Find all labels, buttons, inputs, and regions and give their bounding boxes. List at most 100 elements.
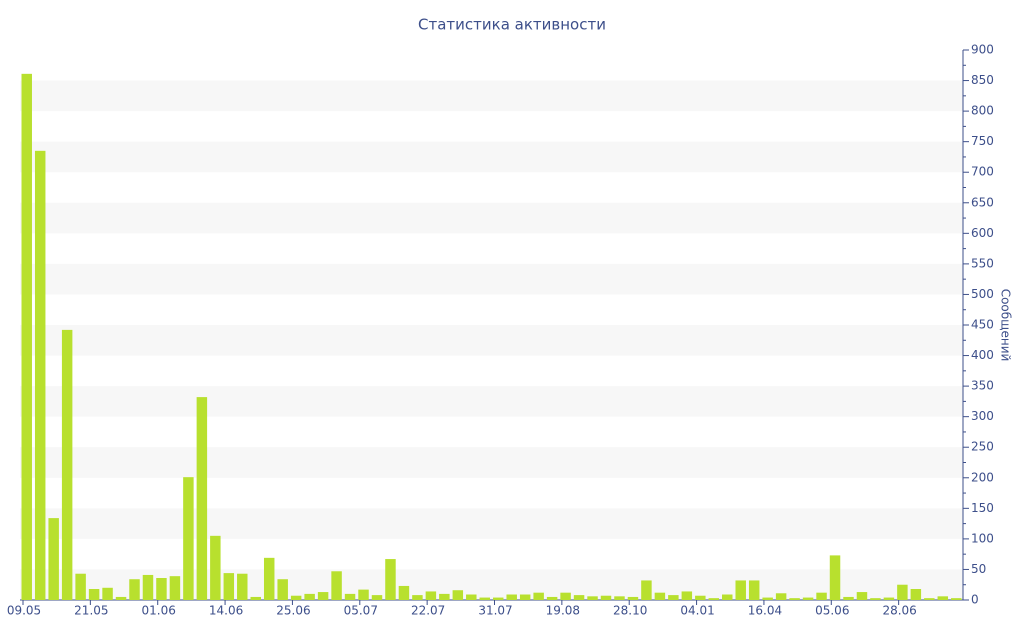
- x-tick-label: 14.06: [209, 604, 243, 618]
- y-tick-label: 600: [971, 226, 994, 240]
- bar: [600, 595, 612, 600]
- y-tick-label: 850: [971, 73, 994, 87]
- bar: [775, 593, 787, 600]
- grid-band: [20, 202, 963, 234]
- bar: [843, 596, 854, 600]
- bar: [61, 329, 73, 600]
- grid-band: [20, 508, 963, 539]
- bar: [48, 518, 59, 600]
- bar: [75, 573, 86, 600]
- bar: [129, 579, 140, 600]
- bar: [142, 574, 154, 600]
- bar: [331, 571, 342, 600]
- y-tick-label: 0: [971, 593, 979, 607]
- bar: [466, 594, 477, 600]
- y-tick-label: 700: [971, 165, 994, 179]
- x-tick-label: 21.05: [74, 604, 108, 618]
- x-tick-label: 28.10: [613, 604, 647, 618]
- bar: [344, 593, 356, 600]
- bar: [196, 397, 208, 600]
- bar: [102, 587, 113, 600]
- bar: [668, 595, 679, 600]
- bar: [722, 594, 733, 600]
- y-tick-label: 150: [971, 501, 994, 515]
- x-tick-label: 16.04: [748, 604, 782, 618]
- bar: [762, 597, 773, 600]
- bar: [371, 595, 383, 600]
- bar: [910, 589, 922, 600]
- chart-title: Статистика активности: [418, 16, 606, 34]
- bar: [735, 580, 746, 600]
- bar: [452, 590, 464, 600]
- bar: [88, 589, 100, 600]
- bar: [897, 584, 908, 600]
- grid-band: [20, 386, 963, 417]
- bar: [506, 594, 517, 600]
- grid-band: [20, 325, 963, 356]
- x-tick-label: 05.07: [344, 604, 378, 618]
- y-tick-label: 200: [971, 470, 994, 484]
- y-tick-label: 900: [971, 43, 994, 57]
- y-tick-label: 450: [971, 318, 994, 332]
- bar: [479, 597, 490, 600]
- y-tick-label: 750: [971, 134, 994, 148]
- bar: [358, 589, 369, 600]
- bar: [560, 592, 571, 600]
- bar: [183, 477, 194, 600]
- bar: [210, 535, 221, 600]
- bar: [708, 598, 720, 600]
- y-tick-label: 100: [971, 531, 994, 545]
- bar: [816, 592, 827, 600]
- grid-band: [20, 141, 963, 173]
- bar: [169, 576, 181, 600]
- bar: [263, 557, 275, 600]
- bar: [385, 559, 396, 600]
- bar: [412, 595, 423, 600]
- y-tick-label: 50: [971, 562, 986, 576]
- y-tick-label: 500: [971, 287, 994, 301]
- bar: [317, 592, 329, 600]
- y-tick-label: 300: [971, 409, 994, 423]
- bar: [533, 592, 544, 600]
- y-axis-label: Сообщений: [999, 289, 1013, 362]
- bar: [870, 598, 881, 600]
- bar: [425, 591, 437, 600]
- bar: [883, 597, 895, 600]
- x-tick-label: 25.06: [276, 604, 310, 618]
- bar: [493, 597, 504, 600]
- x-tick-label: 22.07: [411, 604, 445, 618]
- bar: [277, 579, 288, 600]
- x-tick-label: 19.08: [546, 604, 580, 618]
- bar: [641, 580, 652, 600]
- x-tick-label: 28.06: [882, 604, 916, 618]
- bar: [439, 593, 450, 600]
- bar: [924, 598, 935, 600]
- bar: [223, 573, 235, 600]
- bar: [627, 596, 639, 600]
- bar: [829, 555, 841, 600]
- bar: [937, 596, 949, 600]
- bar: [237, 573, 248, 600]
- bar: [748, 580, 760, 600]
- bar: [546, 596, 558, 600]
- x-tick-label: 01.06: [142, 604, 176, 618]
- bar: [951, 598, 962, 600]
- bar: [695, 595, 706, 600]
- x-tick-label: 09.05: [7, 604, 41, 618]
- grid-band: [20, 80, 963, 112]
- bar: [789, 598, 800, 600]
- y-tick-label: 250: [971, 440, 994, 454]
- grid-band: [20, 447, 963, 478]
- y-tick-label: 350: [971, 379, 994, 393]
- bar: [304, 593, 315, 600]
- bar: [614, 596, 625, 600]
- x-tick-label: 31.07: [478, 604, 512, 618]
- bar: [21, 73, 32, 601]
- bar: [115, 596, 127, 600]
- bar: [681, 591, 693, 600]
- x-tick-label: 05.06: [815, 604, 849, 618]
- bar: [856, 592, 868, 600]
- y-tick-label: 650: [971, 195, 994, 209]
- bar: [156, 578, 167, 600]
